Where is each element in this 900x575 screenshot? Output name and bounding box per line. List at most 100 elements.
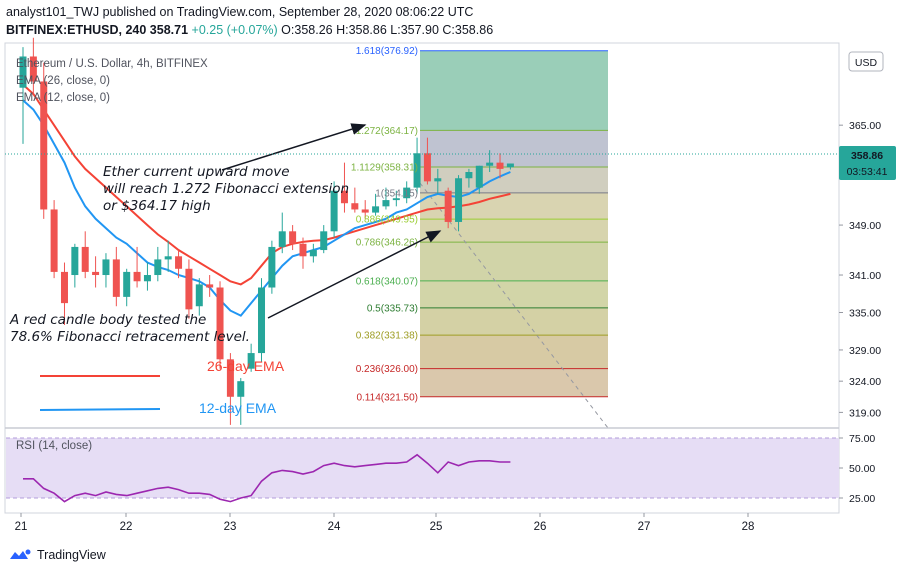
candle[interactable] bbox=[237, 378, 245, 425]
fib-level-label: 0.236(326.00) bbox=[356, 364, 418, 375]
candle[interactable] bbox=[444, 187, 452, 229]
candle[interactable] bbox=[154, 246, 162, 282]
price-tick-label: 341.00 bbox=[849, 270, 881, 282]
candle[interactable] bbox=[216, 281, 224, 369]
candle-body bbox=[185, 268, 193, 310]
price-tag-value: 358.86 bbox=[851, 150, 883, 162]
candle[interactable] bbox=[340, 162, 348, 213]
candle[interactable] bbox=[299, 237, 307, 269]
candle[interactable] bbox=[102, 253, 110, 288]
candle[interactable] bbox=[81, 231, 89, 279]
candle-body bbox=[71, 246, 79, 276]
candle[interactable] bbox=[92, 256, 100, 288]
candle-body bbox=[50, 209, 58, 272]
candle[interactable] bbox=[506, 163, 514, 170]
candle[interactable] bbox=[133, 246, 141, 288]
symbol-line: BITFINEX:ETHUSD, 240 358.71 +0.25 (+0.07… bbox=[6, 23, 493, 37]
candle-body bbox=[382, 200, 390, 207]
candle[interactable] bbox=[413, 137, 421, 194]
candle[interactable] bbox=[465, 168, 473, 188]
candle[interactable] bbox=[403, 181, 411, 204]
fib-level-label: 0.618(340.07) bbox=[356, 276, 418, 287]
fib-zone bbox=[420, 166, 608, 193]
candle[interactable] bbox=[278, 212, 286, 254]
fib-zone bbox=[420, 50, 608, 131]
candle[interactable] bbox=[423, 137, 431, 185]
footer[interactable]: TradingView bbox=[8, 548, 106, 562]
candle[interactable] bbox=[361, 200, 369, 219]
fib-level-label: 1(354.15) bbox=[375, 188, 418, 199]
candle[interactable] bbox=[206, 275, 214, 297]
candle-body bbox=[206, 284, 214, 288]
candle[interactable] bbox=[289, 225, 297, 251]
fib-level-label: 0.114(321.50) bbox=[356, 392, 418, 403]
candle[interactable] bbox=[164, 240, 172, 272]
time-axis[interactable]: 21 22 23 24 25 26 27 28 bbox=[15, 513, 755, 533]
candle-body bbox=[226, 359, 234, 397]
rsi-tick-label: 75.00 bbox=[849, 433, 875, 445]
candle-body bbox=[475, 165, 483, 188]
candle[interactable] bbox=[320, 225, 328, 254]
candle[interactable] bbox=[71, 243, 79, 288]
candle[interactable] bbox=[195, 278, 203, 316]
candle[interactable] bbox=[309, 243, 317, 263]
fib-level-label: 0.786(346.26) bbox=[356, 238, 418, 249]
candle-body bbox=[496, 162, 504, 169]
fib-level-label: 0.382(331.38) bbox=[356, 331, 418, 342]
candle[interactable] bbox=[475, 165, 483, 194]
price-axis[interactable]: 365.00 349.00 341.00 335.00 329.00 324.00 319.… bbox=[839, 120, 881, 419]
candle[interactable] bbox=[455, 175, 463, 232]
candle[interactable] bbox=[40, 62, 48, 219]
candle-body bbox=[361, 209, 369, 213]
candle[interactable] bbox=[372, 193, 380, 216]
candle-body bbox=[143, 275, 151, 282]
ohlc-values: O:358.26 H:358.86 L:357.90 C:358.86 bbox=[281, 23, 494, 37]
candle-body bbox=[112, 259, 120, 297]
candle[interactable] bbox=[50, 200, 58, 279]
candle[interactable] bbox=[185, 259, 193, 319]
candle[interactable] bbox=[226, 353, 234, 425]
candle[interactable] bbox=[382, 187, 390, 210]
fib-level-label: 1.272(364.17) bbox=[356, 126, 418, 137]
candle-body bbox=[19, 56, 27, 88]
price-tick-label: 329.00 bbox=[849, 345, 881, 357]
fib-level-label: 1.1129(358.31) bbox=[351, 162, 418, 173]
candle[interactable] bbox=[434, 168, 442, 194]
candle[interactable] bbox=[175, 250, 183, 279]
price-tag-countdown: 03:53:41 bbox=[847, 166, 888, 178]
candle[interactable] bbox=[392, 190, 400, 207]
fib-zone bbox=[420, 280, 608, 308]
fib-zone bbox=[420, 368, 608, 397]
candle[interactable] bbox=[351, 187, 359, 213]
candle[interactable] bbox=[486, 150, 494, 172]
candle[interactable] bbox=[258, 278, 266, 363]
candle[interactable] bbox=[19, 47, 27, 144]
candle[interactable] bbox=[123, 268, 131, 307]
rsi-tick-label: 50.00 bbox=[849, 463, 875, 475]
candle-body bbox=[289, 231, 297, 244]
ema12-label: 12-day EMA bbox=[199, 400, 277, 416]
chart-legend: Ethereum / U.S. Dollar, 4h, BITFINEX EMA… bbox=[16, 58, 208, 104]
candle[interactable] bbox=[496, 153, 504, 179]
ema12-line bbox=[22, 99, 511, 317]
candle[interactable] bbox=[143, 262, 151, 291]
currency-button[interactable] bbox=[848, 51, 884, 72]
candle[interactable] bbox=[330, 181, 338, 238]
currency-label: USD bbox=[855, 57, 878, 69]
candle[interactable] bbox=[247, 343, 255, 372]
candle[interactable] bbox=[112, 246, 120, 307]
candle[interactable] bbox=[60, 262, 68, 325]
arrow-fib-test bbox=[267, 230, 442, 319]
last-price: 358.71 bbox=[149, 23, 189, 37]
rsi-line bbox=[23, 453, 511, 503]
candle[interactable] bbox=[29, 37, 37, 94]
ema12-legend-swatch bbox=[39, 408, 161, 411]
candle-body bbox=[102, 259, 110, 276]
candle-body bbox=[330, 190, 338, 232]
candle[interactable] bbox=[268, 240, 276, 294]
candle-body bbox=[455, 178, 463, 222]
candle-body bbox=[278, 231, 286, 247]
candle-body bbox=[444, 190, 452, 222]
time-tick-label: 21 bbox=[15, 521, 28, 533]
